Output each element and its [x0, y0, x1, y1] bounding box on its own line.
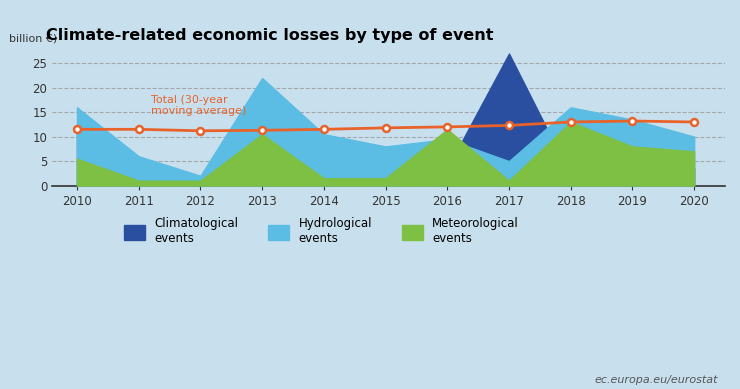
Text: Climate-related economic losses by type of event: Climate-related economic losses by type …: [46, 28, 493, 43]
Text: Total (30-year
moving average): Total (30-year moving average): [151, 95, 246, 116]
Text: billion €): billion €): [9, 33, 57, 43]
Legend: Climatological
events, Hydrological
events, Meteorological
events: Climatological events, Hydrological even…: [124, 217, 519, 245]
Text: ec.europa.eu/eurostat: ec.europa.eu/eurostat: [594, 375, 718, 385]
